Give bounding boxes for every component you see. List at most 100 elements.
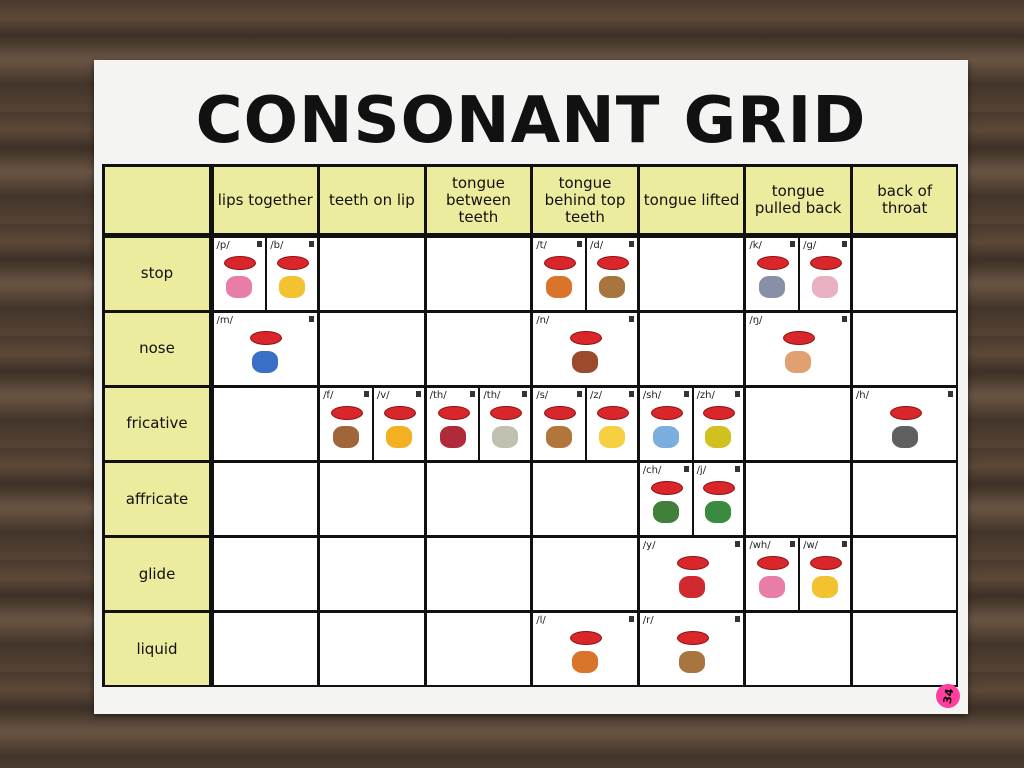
lips-icon — [810, 255, 843, 270]
row-header: fricative — [105, 387, 209, 460]
speaker-icon — [841, 240, 847, 247]
sound-label: /sh/ — [642, 389, 662, 401]
sound-label: /n/ — [536, 314, 550, 326]
speaker-icon — [628, 390, 634, 397]
speaker-icon — [735, 616, 741, 623]
row-header: glide — [105, 538, 209, 611]
lips-icon — [224, 255, 257, 270]
sound-box: /g/ — [798, 237, 850, 310]
row-header: stop — [105, 237, 209, 310]
grid-cell — [746, 463, 850, 536]
picture-icon — [385, 425, 412, 448]
grid-cell — [426, 463, 531, 536]
speaker-icon — [841, 315, 847, 322]
grid-cell — [426, 237, 531, 310]
picture-icon — [652, 501, 679, 523]
sound-label: /d/ — [589, 239, 604, 251]
lips-icon — [383, 405, 416, 420]
sound-box: /k/ — [746, 238, 798, 310]
sound-box: /j/ — [691, 463, 744, 536]
speaker-icon — [683, 390, 689, 397]
picture-icon — [812, 576, 839, 599]
sound-label: /zh/ — [696, 389, 715, 401]
grid-cell: /m/ — [213, 312, 318, 385]
sound-label: /s/ — [536, 389, 549, 401]
grid-cell — [213, 538, 318, 611]
sound-box: /ŋ/ — [746, 313, 850, 385]
sound-label: /j/ — [696, 465, 707, 476]
lips-icon — [490, 405, 523, 420]
sound-label: /w/ — [803, 540, 819, 552]
grid-cell — [426, 613, 531, 686]
grid-cell — [746, 387, 850, 460]
sound-label: /y/ — [642, 540, 656, 552]
lips-icon — [703, 405, 736, 420]
grid-cell: /sh/ /zh/ — [639, 387, 744, 460]
speaker-icon — [841, 541, 847, 548]
lips-icon — [650, 481, 683, 495]
grid-cell — [639, 237, 744, 310]
speaker-icon — [628, 616, 634, 623]
grid-cell: /k/ /g/ — [746, 237, 850, 310]
lips-icon — [703, 481, 736, 495]
lips-icon — [277, 255, 310, 270]
grid-cell — [852, 613, 957, 686]
sound-label: /b/ — [270, 239, 284, 251]
lips-icon — [250, 330, 283, 345]
sound-box: /r/ — [640, 613, 744, 685]
column-header: tongue pulled back — [746, 167, 850, 233]
grid-cell — [320, 312, 424, 385]
grid-cell: /t/ /d/ — [533, 237, 637, 310]
sound-label: /r/ — [642, 615, 654, 627]
column-header: lips together — [213, 167, 318, 233]
lips-icon — [330, 405, 363, 420]
picture-icon — [598, 275, 625, 298]
speaker-icon — [415, 390, 421, 397]
speaker-icon — [735, 541, 741, 548]
grid-cell — [639, 312, 744, 385]
sound-label: /v/ — [376, 389, 390, 401]
poster: CONSONANT GRID lips together teeth on lip… — [94, 60, 968, 714]
picture-icon — [678, 576, 705, 599]
speaker-icon — [363, 390, 369, 397]
sound-label: /th/ — [483, 389, 501, 401]
grid-cell — [426, 538, 531, 611]
sound-label: /h/ — [855, 389, 869, 401]
sound-box: /ch/ — [640, 463, 692, 535]
sound-box: /d/ — [584, 237, 637, 310]
speaker-icon — [576, 240, 582, 247]
grid: lips together teeth on lip tongue between … — [102, 164, 958, 687]
lips-icon — [569, 631, 602, 646]
sound-label: /p/ — [216, 239, 230, 251]
lips-icon — [596, 255, 629, 270]
sound-box: /f/ — [320, 388, 372, 460]
grid-cell: /wh/ /w/ — [746, 538, 850, 611]
sound-label: /ŋ/ — [749, 314, 763, 326]
speaker-icon — [735, 390, 741, 397]
picture-icon — [546, 425, 573, 448]
sound-box: /wh/ — [746, 538, 798, 610]
speaker-icon — [735, 466, 741, 472]
speaker-icon — [576, 390, 582, 397]
sound-label: /ch/ — [642, 465, 662, 476]
sound-box: /m/ — [214, 313, 318, 385]
lips-icon — [757, 255, 790, 270]
picture-icon — [546, 275, 573, 298]
sound-box: /sh/ — [640, 388, 692, 460]
grid-cell: /r/ — [639, 613, 744, 686]
sound-label: /t/ — [536, 239, 547, 251]
sound-box: /z/ — [584, 387, 637, 460]
grid-cell: /th/ /th/ — [426, 387, 531, 460]
grid-cell — [533, 463, 637, 536]
column-header: tongue between teeth — [426, 167, 531, 233]
picture-icon — [226, 275, 253, 298]
sound-label: /l/ — [536, 615, 546, 627]
grid-cell — [320, 613, 424, 686]
lips-icon — [889, 405, 922, 420]
sound-label: /g/ — [803, 239, 817, 251]
grid-cell: /s/ /z/ — [533, 387, 637, 460]
grid-cell — [852, 538, 957, 611]
grid-cell: /ŋ/ — [746, 312, 850, 385]
picture-icon — [705, 425, 732, 448]
